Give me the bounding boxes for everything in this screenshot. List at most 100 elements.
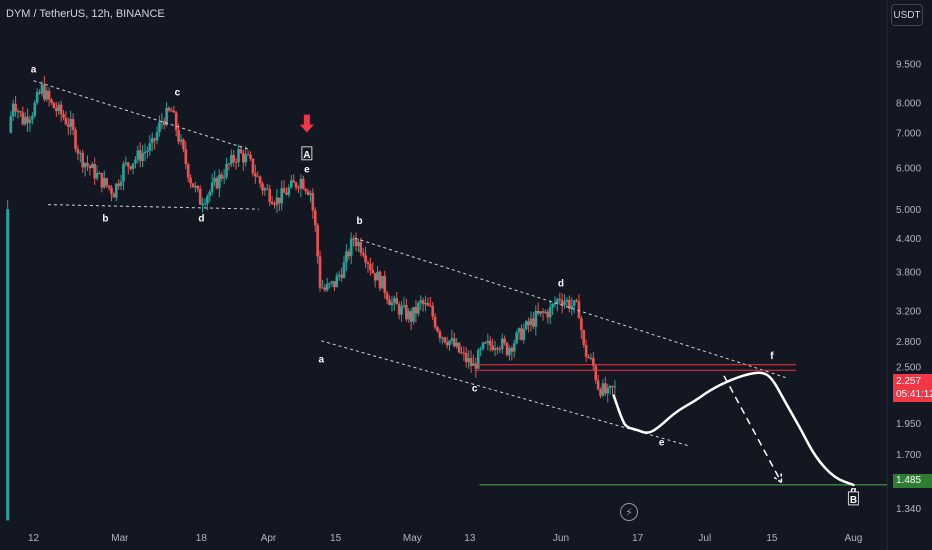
candle-body xyxy=(445,342,449,346)
candle-body xyxy=(417,302,420,314)
candle-body xyxy=(122,163,125,182)
wave-label: b xyxy=(357,216,363,227)
candle-body xyxy=(455,342,458,347)
candle-body xyxy=(462,352,466,354)
candle-body xyxy=(155,132,159,141)
candle-body xyxy=(340,274,343,278)
candle-body xyxy=(522,329,526,340)
candle-body xyxy=(237,149,240,163)
candle-body xyxy=(59,104,63,115)
candle-body xyxy=(426,303,430,306)
y-tick-label: 3.200 xyxy=(896,306,921,317)
candle-body xyxy=(369,264,372,270)
candle-body xyxy=(19,111,22,113)
candle-body xyxy=(407,311,411,320)
candle-body xyxy=(467,358,470,363)
candle-body xyxy=(67,124,70,127)
candle-body xyxy=(9,116,13,133)
candle-body xyxy=(280,188,283,204)
lightning-icon[interactable]: ⚡ xyxy=(620,503,638,521)
current-price-value: 2.257 xyxy=(896,376,922,387)
candle-body xyxy=(146,150,149,152)
candle-body xyxy=(201,204,204,206)
candle-body xyxy=(74,129,77,150)
candle-body xyxy=(498,348,502,350)
candle-body xyxy=(529,318,533,326)
y-tick-label: 5.000 xyxy=(896,205,921,216)
candle-body xyxy=(500,338,504,349)
candle-body xyxy=(558,299,562,301)
candle-body xyxy=(239,149,243,154)
candle-body xyxy=(460,352,463,354)
candle-body xyxy=(112,193,116,198)
candle-body xyxy=(520,328,523,340)
candle-body xyxy=(400,306,403,315)
x-tick-label: 15 xyxy=(330,533,342,544)
candle-body xyxy=(548,307,552,318)
red-down-arrow-icon xyxy=(299,114,314,133)
candle-body xyxy=(206,196,209,204)
candle-body xyxy=(28,119,32,123)
candle-body xyxy=(117,183,120,186)
candle-body xyxy=(148,143,152,151)
y-tick-label: 4.400 xyxy=(896,234,921,245)
candle-body xyxy=(270,201,274,204)
wave-label: g xyxy=(850,485,856,496)
candle-body xyxy=(611,386,614,388)
candle-body xyxy=(541,311,545,313)
candle-body xyxy=(83,163,87,168)
candle-body xyxy=(261,183,264,191)
candle-body xyxy=(376,271,379,281)
candle-body xyxy=(337,274,341,276)
candle-body xyxy=(577,301,581,319)
candle-body xyxy=(488,340,492,346)
candle-body xyxy=(119,181,123,186)
candle-body xyxy=(98,172,101,174)
candle-body xyxy=(433,316,437,328)
candle-body xyxy=(313,210,317,226)
x-tick-label: Apr xyxy=(261,533,277,544)
candle-body xyxy=(40,84,44,94)
candle-body xyxy=(601,383,605,396)
currency-unit-button[interactable]: USDT xyxy=(891,4,923,26)
candle-body xyxy=(158,122,161,133)
candle-body xyxy=(517,328,521,333)
candle-body xyxy=(215,177,219,189)
candle-body xyxy=(244,154,248,163)
candle-body xyxy=(102,178,106,188)
candle-body xyxy=(90,164,94,169)
wave-label: c xyxy=(472,383,478,394)
trendline xyxy=(33,80,250,150)
candle-body xyxy=(45,90,49,100)
candle-body xyxy=(594,365,598,381)
candle-body xyxy=(395,298,399,305)
candle-body xyxy=(232,155,236,162)
candle-body xyxy=(532,318,535,327)
candle-body xyxy=(153,138,156,141)
candle-body xyxy=(16,111,20,113)
candle-body xyxy=(568,299,571,309)
candle-body xyxy=(299,178,303,189)
candle-body xyxy=(213,177,216,183)
candle-body xyxy=(294,182,298,188)
bar-countdown: 05:41:12 xyxy=(896,389,932,400)
candle-body xyxy=(165,107,168,126)
y-tick-label: 9.500 xyxy=(896,59,921,70)
chart-title: DYM / TetherUS, 12h, BINANCE xyxy=(6,8,165,20)
candle-body xyxy=(599,389,602,396)
candle-body xyxy=(575,300,578,302)
candle-body xyxy=(273,203,276,205)
candle-body xyxy=(131,163,135,169)
candle-body xyxy=(452,338,456,347)
candle-body xyxy=(95,172,99,179)
x-tick-label: Jul xyxy=(698,533,711,544)
candle-body xyxy=(141,153,144,161)
candle-body xyxy=(325,284,329,291)
wave-label-box xyxy=(301,146,313,161)
candle-body xyxy=(321,287,324,289)
candle-body xyxy=(335,275,339,288)
candle-body xyxy=(38,92,41,94)
candle-body xyxy=(251,158,255,174)
candle-body xyxy=(441,337,444,339)
